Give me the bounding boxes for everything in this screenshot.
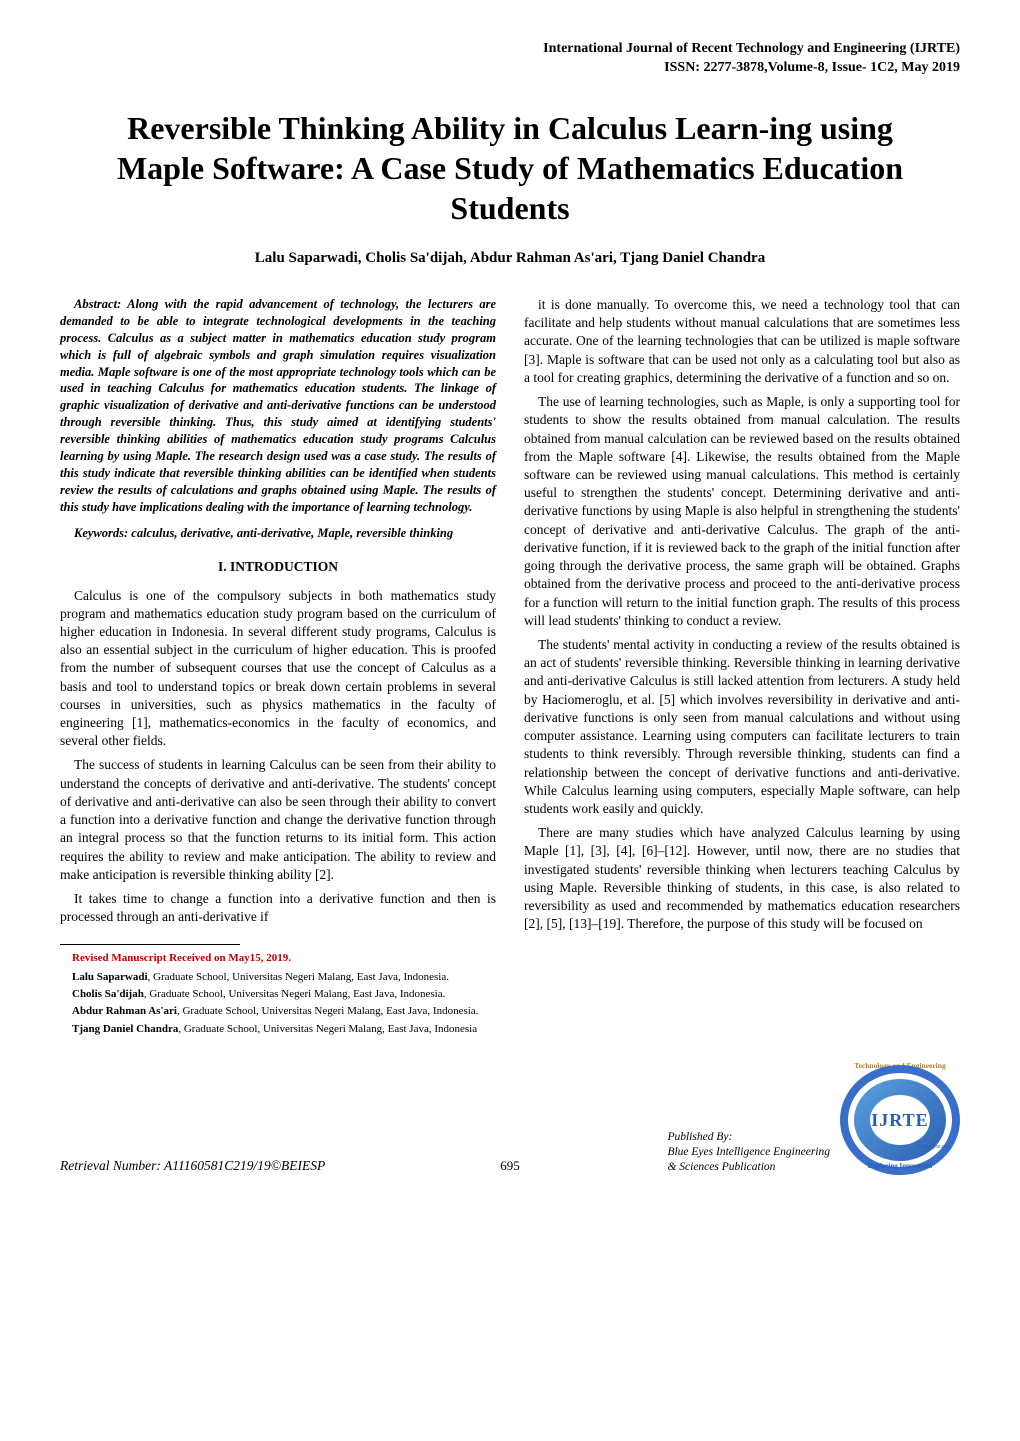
journal-title: International Journal of Recent Technolo… xyxy=(60,40,960,59)
footnote-author: Abdur Rahman As'ari, Graduate School, Un… xyxy=(60,1004,496,1018)
body-paragraph: The success of students in learning Calc… xyxy=(60,756,496,884)
left-column: Abstract: Along with the rapid advanceme… xyxy=(60,296,496,1039)
body-paragraph: It takes time to change a function into … xyxy=(60,890,496,926)
body-paragraph: The students' mental activity in conduct… xyxy=(524,636,960,818)
retrieval-number: Retrieval Number: A11160581C219/19©BEIES… xyxy=(60,1157,325,1175)
footnotes-block: Revised Manuscript Received on May15, 20… xyxy=(60,951,496,1035)
journal-header: International Journal of Recent Technolo… xyxy=(60,40,960,78)
journal-issn: ISSN: 2277-3878,Volume-8, Issue- 1C2, Ma… xyxy=(60,59,960,78)
author-list: Lalu Saparwadi, Cholis Sa'dijah, Abdur R… xyxy=(60,248,960,268)
footnote-author: Cholis Sa'dijah, Graduate School, Univer… xyxy=(60,987,496,1001)
section-heading-intro: I. INTRODUCTION xyxy=(60,558,496,576)
abstract-text: Abstract: Along with the rapid advanceme… xyxy=(60,296,496,515)
footnote-divider xyxy=(60,944,240,945)
footnote-author: Lalu Saparwadi, Graduate School, Univers… xyxy=(60,970,496,984)
publisher-text: Published By: Blue Eyes Intelligence Eng… xyxy=(667,1130,830,1175)
publisher-block: Published By: Blue Eyes Intelligence Eng… xyxy=(667,1065,960,1175)
two-column-body: Abstract: Along with the rapid advanceme… xyxy=(60,296,960,1039)
paper-title: Reversible Thinking Ability in Calculus … xyxy=(100,108,920,228)
journal-logo-icon: Technology and Engineering IJRTE www.ijr… xyxy=(840,1065,960,1175)
footnote-author: Tjang Daniel Chandra, Graduate School, U… xyxy=(60,1022,496,1036)
revised-date: Revised Manuscript Received on May15, 20… xyxy=(60,951,496,965)
page-footer: Retrieval Number: A11160581C219/19©BEIES… xyxy=(60,1065,960,1175)
keywords-text: Keywords: calculus, derivative, anti-der… xyxy=(60,525,496,542)
right-column: it is done manually. To overcome this, w… xyxy=(524,296,960,1039)
body-paragraph: Calculus is one of the compulsory subjec… xyxy=(60,587,496,751)
body-paragraph: The use of learning technologies, such a… xyxy=(524,393,960,630)
body-paragraph: it is done manually. To overcome this, w… xyxy=(524,296,960,387)
page-number: 695 xyxy=(500,1157,520,1175)
body-paragraph: There are many studies which have analyz… xyxy=(524,824,960,933)
